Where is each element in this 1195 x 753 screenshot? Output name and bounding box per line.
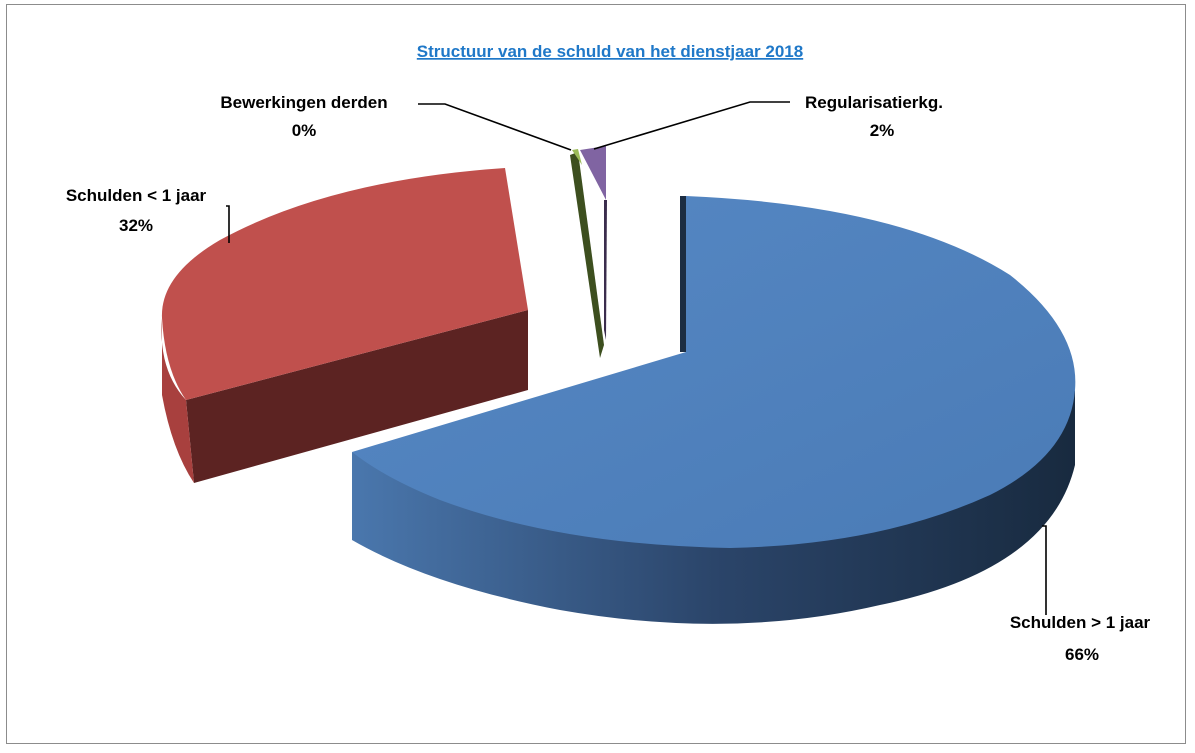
slice-top-schulden-minder-1-jaar [161,168,528,400]
label-name-schulden-meer-1-jaar: Schulden > 1 jaar [1010,613,1151,632]
label-pct-regularisatierkg: 2% [870,121,895,140]
leader-line-schulden-meer-1-jaar [1042,525,1047,615]
slice-side-regularisatierkg [604,200,607,340]
slice-cut-schulden-meer-1-jaar [680,196,686,352]
label-pct-schulden-meer-1-jaar: 66% [1065,645,1099,664]
label-name-schulden-minder-1-jaar: Schulden < 1 jaar [66,186,207,205]
label-name-regularisatierkg: Regularisatierkg. [805,93,943,112]
slice-top-regularisatierkg [580,146,606,200]
label-pct-schulden-minder-1-jaar: 32% [119,216,153,235]
slice-top-schulden-meer-1-jaar [352,196,1076,548]
slice-side-schulden-meer-1-jaar [352,390,1075,624]
slice-top-bewerkingen-derden [572,149,582,165]
label-pct-bewerkingen-derden: 0% [292,121,317,140]
slice-schulden-meer-1-jaar [352,196,1076,624]
slice-bewerkingen-derden [570,149,604,358]
slice-side-bewerkingen-derden [570,152,604,358]
slice-schulden-minder-1-jaar [161,168,528,483]
slice-regularisatierkg [580,146,607,340]
slice-side-schulden-minder-1-jaar [161,318,194,483]
leader-line-bewerkingen-derden [418,103,572,151]
leader-line-schulden-minder-1-jaar [226,205,230,243]
leader-line-regularisatierkg [593,101,790,150]
label-name-bewerkingen-derden: Bewerkingen derden [220,93,387,112]
slice-cut-schulden-minder-1-jaar [186,310,528,483]
chart-title: Structuur van de schuld van het dienstja… [417,42,803,61]
